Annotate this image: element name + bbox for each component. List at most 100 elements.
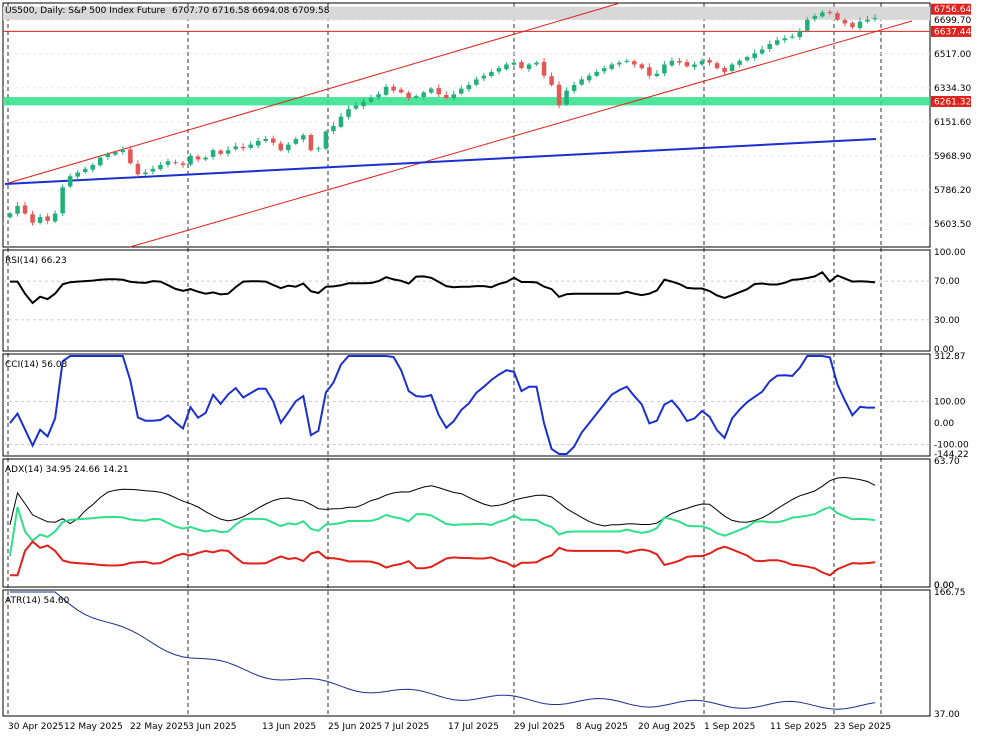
candle xyxy=(361,98,366,109)
candle-body xyxy=(376,94,381,98)
candle xyxy=(368,95,374,104)
candle xyxy=(617,60,622,68)
price-tag xyxy=(931,25,971,37)
candle-body xyxy=(677,60,682,63)
candle xyxy=(556,81,562,109)
candle xyxy=(790,33,795,40)
candle xyxy=(301,133,306,143)
candle-body xyxy=(541,61,547,76)
candle xyxy=(865,16,870,24)
candle-body xyxy=(331,125,336,132)
candle-body xyxy=(639,64,645,69)
candle xyxy=(398,87,404,94)
candle-body xyxy=(865,19,870,22)
candle-body xyxy=(835,13,840,20)
candle-body xyxy=(165,161,171,165)
candle-body xyxy=(812,16,818,19)
candle-body xyxy=(504,64,509,70)
candle xyxy=(519,60,524,70)
candle-body xyxy=(120,150,126,153)
candle xyxy=(308,133,314,152)
candle-body xyxy=(263,138,268,142)
x-tick-label: 29 Jul 2025 xyxy=(514,722,565,732)
channel-lower xyxy=(129,20,913,248)
candle-body xyxy=(353,105,359,109)
candle-body xyxy=(338,116,344,127)
candle-body xyxy=(609,64,614,69)
candle xyxy=(338,112,344,129)
grid-layer xyxy=(2,2,931,717)
candle xyxy=(105,152,111,160)
price-tick-label: 5603.50 xyxy=(934,220,971,230)
candle-body xyxy=(128,149,133,164)
candle-body xyxy=(699,60,705,65)
candle xyxy=(263,135,268,143)
price-tick-label: 5786.20 xyxy=(934,186,971,196)
candle xyxy=(248,141,253,150)
candle xyxy=(406,90,411,101)
candle xyxy=(22,201,28,215)
candle-body xyxy=(474,79,479,85)
candle xyxy=(323,130,329,151)
adx-tick-label: 0.00 xyxy=(934,581,954,591)
pane-frame-atr xyxy=(2,589,931,717)
candle-body xyxy=(368,97,374,102)
candle-body xyxy=(346,109,351,117)
candle xyxy=(662,60,667,77)
candle-body xyxy=(790,36,795,38)
candle xyxy=(541,57,547,79)
candle xyxy=(444,91,449,100)
candle-body xyxy=(519,62,524,69)
resistance-zone xyxy=(3,6,930,20)
candles-layer xyxy=(7,9,878,226)
candle-body xyxy=(82,168,88,173)
candle xyxy=(835,11,840,22)
x-tick-label: 25 Jun 2025 xyxy=(328,722,382,732)
candle-body xyxy=(75,172,80,177)
candle-body xyxy=(857,21,863,28)
candle xyxy=(98,155,103,167)
candle-body xyxy=(308,135,314,151)
x-tick-label: 1 Sep 2025 xyxy=(704,722,755,732)
candle-body xyxy=(15,206,20,214)
candle xyxy=(135,160,141,178)
candle xyxy=(729,62,735,73)
candle xyxy=(158,162,163,171)
candle xyxy=(195,154,201,163)
candle xyxy=(466,81,472,93)
candle-body xyxy=(767,43,772,50)
adx-line xyxy=(9,505,876,556)
rsi-tick-label: 100.00 xyxy=(934,248,966,258)
adx-line xyxy=(10,540,876,577)
candle xyxy=(30,210,35,226)
candle xyxy=(594,69,599,78)
candle-body xyxy=(662,64,667,74)
candle-body xyxy=(158,165,163,170)
candle xyxy=(316,146,321,153)
candle xyxy=(752,49,757,61)
candle xyxy=(496,65,502,75)
candle xyxy=(210,148,216,160)
candle-body xyxy=(210,150,216,157)
candle-body xyxy=(428,88,434,93)
chart-header: US500, Daily: S&P 500 Index Future xyxy=(5,6,166,16)
candle-body xyxy=(248,144,253,148)
axis-labels-layer: 30 Apr 2025 12 May 2025 22 May 2025 3 Jun 2… xyxy=(8,3,971,732)
candle xyxy=(564,87,569,107)
candle xyxy=(113,150,118,157)
candle-body xyxy=(150,168,156,172)
x-tick-label: 7 Jul 2025 xyxy=(384,722,429,732)
candle-body xyxy=(466,84,472,90)
candle-body xyxy=(752,53,757,58)
candle xyxy=(271,135,276,146)
candle xyxy=(90,162,95,173)
candle xyxy=(436,84,441,98)
candle xyxy=(60,184,65,217)
candle-body xyxy=(654,73,660,77)
candle xyxy=(346,105,351,120)
candle-body xyxy=(872,17,878,20)
candle-body xyxy=(632,61,637,65)
x-tick-label: 8 Aug 2025 xyxy=(576,722,628,732)
price-tag-label: 6637.44 xyxy=(934,27,971,37)
